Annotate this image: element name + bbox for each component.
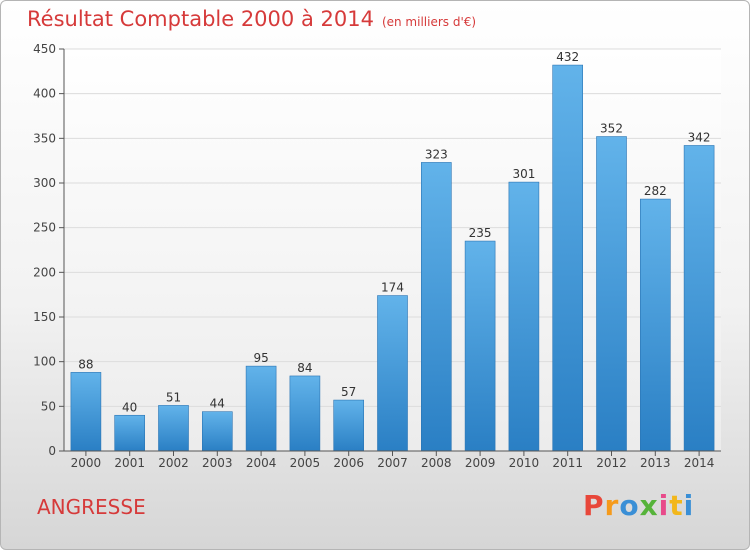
data-label: 235 — [469, 226, 492, 240]
y-tick-label: 150 — [33, 310, 56, 324]
data-label: 84 — [297, 361, 312, 375]
x-tick-label: 2013 — [640, 456, 671, 470]
x-tick-label: 2014 — [684, 456, 715, 470]
x-tick-label: 2002 — [158, 456, 189, 470]
x-tick-label: 2008 — [421, 456, 452, 470]
y-tick-label: 350 — [33, 131, 56, 145]
data-label: 352 — [600, 122, 623, 136]
y-tick-label: 400 — [33, 87, 56, 101]
bar — [289, 375, 321, 452]
x-tick-label: 2010 — [509, 456, 540, 470]
bar — [114, 414, 145, 452]
x-tick-label: 2001 — [114, 456, 145, 470]
y-tick-label: 250 — [33, 221, 56, 235]
x-tick-label: 2011 — [552, 456, 583, 470]
bar — [377, 295, 408, 452]
bar — [420, 162, 452, 452]
data-label: 282 — [644, 184, 667, 198]
y-tick-label: 50 — [41, 399, 56, 413]
bar — [333, 399, 365, 452]
bar — [596, 136, 627, 452]
bar — [683, 145, 715, 452]
bar — [70, 372, 102, 452]
bar — [639, 198, 671, 452]
y-tick-label: 300 — [33, 176, 56, 190]
y-tick-label: 0 — [48, 444, 56, 458]
x-tick-label: 2007 — [377, 456, 408, 470]
commune-name: ANGRESSE — [37, 495, 146, 519]
data-label: 432 — [556, 50, 579, 64]
bar — [202, 411, 233, 452]
chart-title: Résultat Comptable 2000 à 2014 (en millie… — [27, 7, 477, 31]
x-tick-label: 2000 — [71, 456, 102, 470]
data-label: 51 — [166, 390, 181, 404]
x-tick-label: 2006 — [333, 456, 364, 470]
bar — [552, 64, 584, 452]
proxiti-logo: Proxiti — [583, 489, 695, 522]
bar — [245, 365, 277, 452]
x-tick-label: 2005 — [290, 456, 321, 470]
x-tick-label: 2012 — [596, 456, 627, 470]
x-tick-label: 2003 — [202, 456, 233, 470]
bar — [508, 181, 540, 452]
bar — [158, 405, 189, 452]
chart-subtitle: (en milliers d'€) — [381, 15, 477, 29]
data-label: 44 — [210, 397, 225, 411]
bar — [464, 240, 496, 452]
data-label: 301 — [512, 167, 535, 181]
data-label: 95 — [253, 351, 268, 365]
data-label: 323 — [425, 147, 448, 161]
data-label: 88 — [78, 357, 93, 371]
x-tick-label: 2009 — [465, 456, 496, 470]
data-label: 342 — [688, 130, 711, 144]
y-tick-label: 450 — [33, 42, 56, 56]
data-label: 40 — [122, 400, 137, 414]
x-tick-label: 2004 — [246, 456, 277, 470]
y-tick-label: 200 — [33, 265, 56, 279]
data-label: 57 — [341, 385, 356, 399]
data-label: 174 — [381, 281, 404, 295]
y-tick-label: 100 — [33, 355, 56, 369]
